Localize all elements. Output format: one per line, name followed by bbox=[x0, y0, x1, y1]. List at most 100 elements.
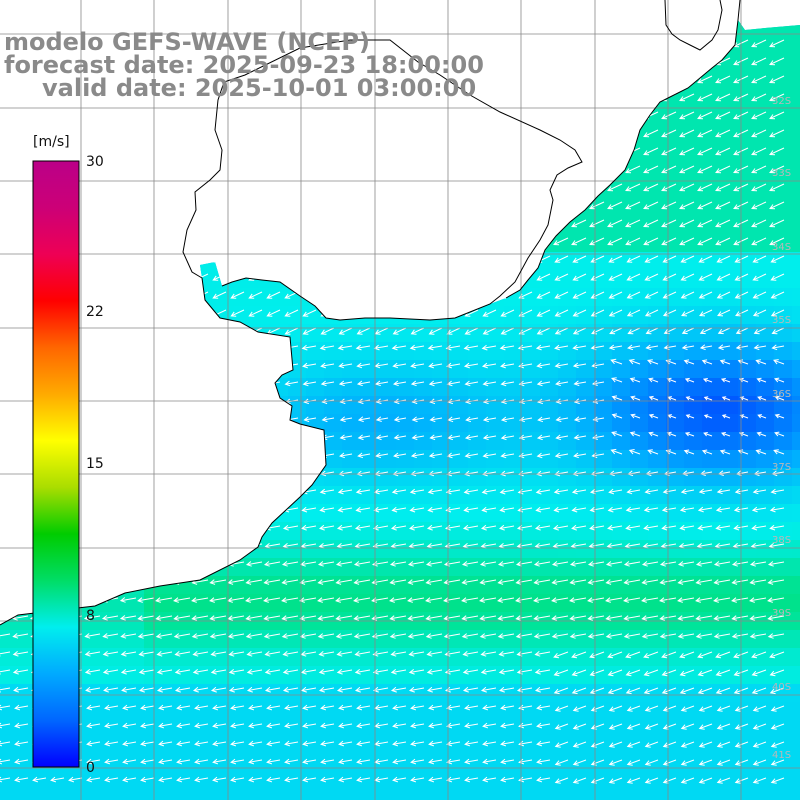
wind-arrow bbox=[248, 255, 263, 263]
wind-speed-cell bbox=[216, 684, 235, 703]
wind-arrow bbox=[156, 686, 173, 693]
wind-arrow bbox=[463, 362, 479, 369]
wind-arrow bbox=[427, 201, 443, 210]
wind-speed-cell bbox=[630, 378, 649, 397]
wind-arrow bbox=[372, 686, 389, 693]
wind-speed-cell bbox=[270, 702, 289, 721]
wind-speed-cell bbox=[162, 432, 181, 451]
wind-arrow bbox=[137, 561, 155, 567]
wind-speed-cell bbox=[126, 648, 145, 667]
wind-speed-cell bbox=[252, 450, 271, 469]
wind-speed-cell bbox=[270, 432, 289, 451]
wind-speed-cell bbox=[0, 198, 19, 217]
wind-speed-cell bbox=[558, 630, 577, 649]
wind-arrow bbox=[319, 237, 335, 246]
wind-speed-cell bbox=[486, 378, 505, 397]
wind-arrow bbox=[372, 543, 389, 549]
wind-arrow bbox=[302, 452, 317, 459]
wind-speed-cell bbox=[630, 666, 649, 685]
wind-arrow bbox=[411, 434, 425, 441]
wind-arrow bbox=[464, 704, 479, 711]
wind-speed-cell bbox=[594, 342, 613, 361]
wind-speed-cell bbox=[288, 756, 307, 775]
wind-arrow bbox=[319, 201, 335, 210]
wind-speed-cell bbox=[504, 90, 523, 109]
wind-arrow bbox=[157, 183, 173, 192]
wind-speed-cell bbox=[558, 90, 577, 109]
wind-arrow bbox=[247, 111, 263, 120]
wind-speed-cell bbox=[360, 720, 379, 739]
wind-speed-cell bbox=[270, 378, 289, 397]
wind-arrow bbox=[427, 147, 443, 156]
wind-speed-cell bbox=[360, 342, 379, 361]
wind-speed-cell bbox=[396, 720, 415, 739]
wind-speed-cell bbox=[396, 576, 415, 595]
wind-speed-cell bbox=[684, 288, 703, 307]
wind-arrow bbox=[174, 525, 191, 531]
wind-speed-cell bbox=[702, 648, 721, 667]
wind-speed-cell bbox=[540, 126, 559, 145]
wind-speed-cell bbox=[108, 324, 127, 343]
wind-speed-cell bbox=[468, 216, 487, 235]
wind-arrow bbox=[499, 93, 515, 102]
wind-speed-cell bbox=[648, 756, 667, 775]
wind-arrow bbox=[626, 723, 641, 730]
wind-speed-cell bbox=[378, 450, 397, 469]
wind-arrow bbox=[247, 237, 263, 246]
wind-speed-cell bbox=[270, 306, 289, 325]
wind-speed-cell bbox=[450, 342, 469, 361]
wind-arrow bbox=[158, 273, 173, 281]
wind-speed-cell bbox=[342, 522, 361, 541]
wind-arrow bbox=[752, 488, 767, 495]
wind-arrow bbox=[246, 525, 263, 531]
wind-arrow bbox=[482, 273, 497, 281]
wind-arrow bbox=[176, 327, 191, 335]
wind-speed-cell bbox=[342, 648, 361, 667]
wind-speed-cell bbox=[576, 666, 595, 685]
wind-arrow bbox=[643, 165, 659, 174]
wind-speed-cell bbox=[90, 576, 109, 595]
wind-arrow bbox=[518, 416, 533, 423]
wind-arrow bbox=[703, 414, 713, 419]
wind-arrow bbox=[302, 327, 317, 335]
wind-arrow bbox=[571, 219, 587, 228]
wind-speed-cell bbox=[720, 306, 739, 325]
wind-speed-cell bbox=[126, 306, 145, 325]
wind-arrow bbox=[193, 416, 209, 423]
wind-speed-cell bbox=[756, 504, 775, 523]
wind-speed-cell bbox=[198, 540, 217, 559]
wind-speed-cell bbox=[558, 0, 577, 19]
wind-arrow bbox=[643, 237, 659, 246]
wind-speed-cell bbox=[612, 54, 631, 73]
wind-arrow bbox=[265, 111, 281, 120]
wind-speed-cell bbox=[684, 324, 703, 343]
wind-speed-cell bbox=[342, 576, 361, 595]
wind-arrow bbox=[625, 39, 641, 48]
wind-speed-cell bbox=[612, 738, 631, 757]
wind-speed-cell bbox=[342, 666, 361, 685]
wind-speed-cell bbox=[630, 522, 649, 541]
wind-speed-cell bbox=[504, 54, 523, 73]
wind-speed-cell bbox=[666, 36, 685, 55]
wind-speed-cell bbox=[756, 162, 775, 181]
wind-speed-cell bbox=[504, 774, 523, 793]
wind-arrow bbox=[336, 651, 353, 657]
wind-speed-cell bbox=[0, 108, 19, 127]
wind-arrow bbox=[320, 273, 335, 281]
wind-speed-cell bbox=[558, 288, 577, 307]
wind-speed-cell bbox=[630, 234, 649, 253]
wind-speed-cell bbox=[108, 774, 127, 793]
wind-arrow bbox=[86, 776, 101, 783]
wind-arrow bbox=[211, 398, 227, 405]
latitude-label: 32S bbox=[772, 96, 791, 107]
wind-speed-cell bbox=[0, 630, 19, 649]
wind-arrow bbox=[535, 488, 551, 495]
wind-arrow bbox=[535, 201, 551, 210]
wind-arrow bbox=[357, 416, 371, 423]
wind-speed-cell bbox=[648, 540, 667, 559]
wind-speed-cell bbox=[144, 360, 163, 379]
wind-arrow bbox=[339, 434, 353, 441]
wind-arrow bbox=[263, 579, 281, 585]
wind-arrow bbox=[464, 434, 479, 441]
wind-speed-cell bbox=[720, 72, 739, 91]
